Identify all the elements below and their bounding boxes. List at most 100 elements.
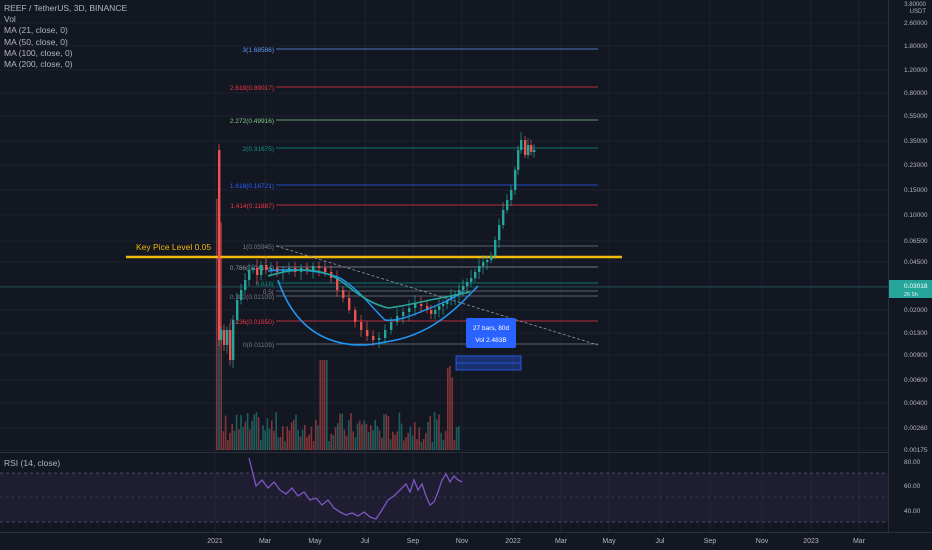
volume-bar [396,431,398,450]
candle-body [490,256,493,260]
volume-bar [334,427,337,450]
candle-body [252,268,255,270]
volume-bar [352,431,354,450]
volume-bar [235,414,238,450]
time-axis[interactable]: 2021 Mar May Jul Sep Nov 2022 Mar May Jul Sep Nov 20… [0,532,932,546]
candle-body [265,265,268,270]
candle-body [402,312,405,316]
candle-body [240,290,243,300]
volume-bar [231,423,233,450]
time-tick: 2021 [207,538,223,545]
candle-body [458,290,461,294]
candle-body [372,336,375,340]
candle-body [517,150,520,170]
volume-bar [306,437,308,450]
volume-bar [299,436,302,450]
volume-bar [301,429,304,450]
candle-body [510,190,513,200]
rsi-tick: 80.00 [904,459,921,466]
candle-body [232,320,235,360]
measure-bars-text: 27 bars, 80d [473,325,510,332]
rsi-axis[interactable]: 80.00 60.00 40.00 [904,459,921,515]
price-tick: 0.55000 [904,113,928,120]
volume-bar [387,416,390,450]
fib-level-label: 0(0.01109) [243,342,274,349]
volume-bar [398,412,401,450]
price-tick: 0.00260 [904,425,928,432]
time-tick: Sep [407,538,420,545]
volume-bar [438,414,440,450]
volume-bar [242,427,244,450]
volume-bar [312,441,315,450]
candle-body [414,304,417,308]
price-axis[interactable]: 2.60000 1.80000 1.20000 0.80000 0.55000 0.350… [888,0,932,532]
volume-bar [277,437,280,450]
volume-bar [330,433,332,450]
candle-body [360,322,363,330]
candle-body [248,270,251,280]
candle-body [466,282,469,286]
volume-bar [310,426,313,450]
volume-bar [418,427,420,450]
candle-body [482,262,485,266]
current-price-value: 0.03018 [904,283,928,290]
volume-bar [376,426,379,450]
key-level-label: Key Pice Level 0.05 [136,242,211,252]
key-price-level[interactable]: Key Pice Level 0.05 [126,242,622,259]
candle-body [378,338,381,340]
volume-bar [222,431,225,450]
candle-body [342,290,345,298]
volume-bar [414,422,416,450]
volume-bar [455,427,458,450]
descending-trendline[interactable] [275,245,599,346]
time-tick: Nov [456,538,469,545]
volume-bar [367,431,370,450]
volume-bar [216,198,218,450]
volume-bar [323,360,326,450]
volume-bar [429,415,431,450]
candle-body [366,330,369,336]
fib-level-label: 2.618(0.89017) [230,85,274,92]
volume-bar [385,414,387,450]
price-tick: 0.01300 [904,330,928,337]
candle-body [527,145,530,155]
candle-body [520,140,523,150]
candle-body [446,300,449,304]
symbol-title[interactable]: REEF / TetherUS, 3D, BINANCE [4,3,128,13]
candle-body [533,150,536,152]
price-axis-currency: USDT [910,9,927,15]
fib-level-label: 2(0.31675) [243,146,274,153]
volume-bar [436,419,438,450]
volume-bar [361,424,363,450]
price-tick: 0.04500 [904,259,928,266]
price-tick: 0.80000 [904,90,928,97]
candle-body [223,330,226,345]
price-tick: 0.00400 [904,400,928,407]
time-tick: 2023 [803,538,819,545]
volume-bar [295,414,297,450]
candle-body [348,298,351,310]
volume-bar [227,439,229,450]
candle-body [244,280,247,290]
candle-body [502,210,505,225]
volume-bar [411,435,414,450]
volume-bar [356,423,359,450]
ma-21-line [267,269,471,309]
volume-bar [286,426,288,450]
volume-bar [394,434,396,450]
volume-bar [400,423,403,450]
date-price-range-tool[interactable]: 27 bars, 80d Vol 2.483B [455,318,522,371]
fib-level-label: 3(1.68586) [243,47,274,54]
volume-bar [447,368,449,450]
volume-bar [383,414,385,450]
candle-body [408,308,411,312]
chart-grid [0,0,888,532]
fib-level-label: 0.5( [263,289,275,296]
volume-bar [290,422,293,450]
time-tick: Jul [361,538,370,545]
fib-extension-levels[interactable]: 3(1.68586) 2.618(0.89017) 2.272(0.49916) 2(… [230,47,598,349]
volume-bar [279,436,282,450]
candle-body [462,286,465,290]
volume-bar [264,430,266,450]
